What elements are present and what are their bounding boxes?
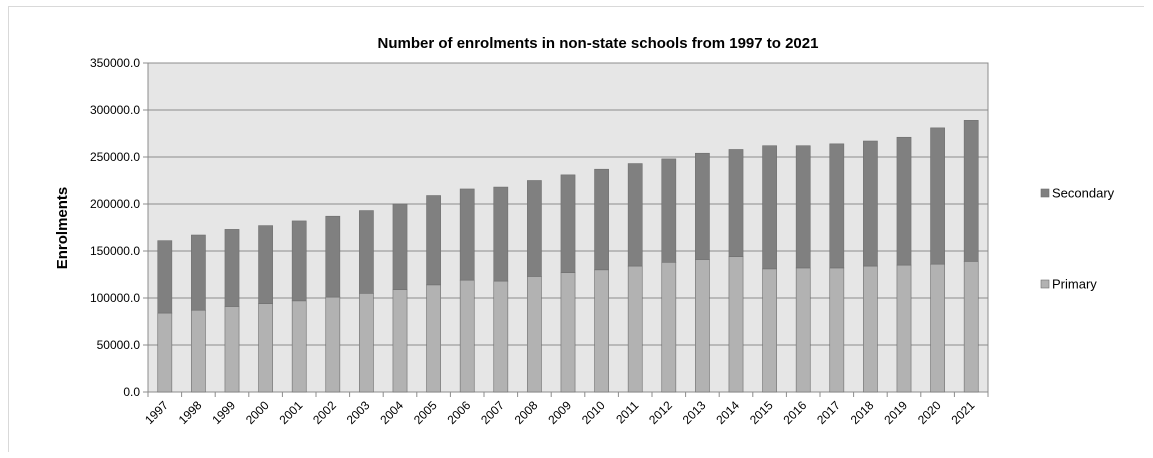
x-tick-label: 2000	[243, 398, 272, 427]
bar-primary-2002	[325, 296, 341, 393]
x-tick-label: 2016	[781, 398, 810, 427]
y-tick-label: 350000.0	[90, 56, 140, 70]
legend-swatch-primary	[1040, 279, 1050, 289]
x-tick-label: 2018	[848, 398, 877, 427]
bar-secondary-2001	[291, 220, 307, 302]
bar-primary-2000	[258, 303, 273, 393]
y-tick-label: 50000.0	[97, 338, 141, 352]
x-tick-label: 2020	[915, 398, 944, 427]
bar-secondary-2021	[963, 120, 979, 262]
bar-primary-2008	[527, 276, 542, 393]
x-tick-label: 2021	[949, 398, 978, 427]
bar-secondary-2010	[594, 168, 609, 271]
bar-primary-2006	[459, 279, 475, 393]
bar-secondary-2014	[728, 149, 744, 257]
bar-secondary-2013	[695, 152, 710, 260]
bar-secondary-2015	[762, 145, 777, 270]
y-axis-tick-labels: 0.0 50000.0 100000.0 150000.0 200000.0 250000…	[90, 56, 140, 399]
x-tick-label: 2002	[310, 398, 339, 427]
legend-swatch-secondary	[1040, 188, 1050, 198]
bar-primary-2013	[695, 259, 710, 393]
bar-primary-2012	[661, 261, 677, 393]
legend: Secondary Primary	[1040, 186, 1115, 292]
bar-primary-2019	[896, 264, 912, 393]
x-tick-label: 2006	[445, 398, 474, 427]
x-tick-label: 2010	[579, 398, 608, 427]
bar-secondary-2011	[627, 163, 643, 267]
bar-secondary-2006	[459, 188, 475, 281]
x-axis-tick-labels: 1997 1998 1999 2000 2001 2002 2003 2004 2005 2006…	[142, 398, 977, 427]
x-tick-label: 1999	[209, 398, 238, 427]
x-tick-label: 2011	[613, 398, 641, 426]
y-tick-label: 100000.0	[90, 291, 140, 305]
bar-secondary-1998	[191, 234, 206, 311]
bar-primary-1997	[157, 312, 173, 393]
bar-secondary-2009	[560, 174, 576, 273]
x-tick-label: 2009	[545, 398, 574, 427]
bar-secondary-2004	[392, 203, 408, 290]
bar-secondary-2019	[896, 136, 912, 266]
y-tick-label: 0.0	[123, 385, 140, 399]
y-axis-label: Enrolments	[54, 187, 71, 270]
bar-primary-2020	[930, 263, 945, 393]
bar-primary-2016	[795, 267, 811, 393]
bar-primary-2017	[829, 267, 845, 393]
bar-primary-2003	[359, 292, 374, 393]
bar-primary-2001	[291, 300, 307, 393]
bar-primary-2018	[863, 265, 878, 393]
x-tick-label: 2014	[713, 398, 742, 427]
bar-secondary-2018	[863, 140, 878, 267]
bar-primary-2004	[392, 289, 408, 393]
y-tick-label: 200000.0	[90, 197, 140, 211]
bar-secondary-2007	[493, 186, 509, 282]
x-tick-label: 2019	[881, 398, 910, 427]
bar-secondary-2002	[325, 215, 341, 298]
bar-secondary-2005	[426, 195, 441, 286]
bar-secondary-2017	[829, 143, 845, 269]
bar-secondary-2008	[527, 180, 542, 277]
x-tick-label: 2008	[512, 398, 541, 427]
legend-label-primary: Primary	[1052, 277, 1097, 292]
bars	[157, 120, 979, 393]
bar-secondary-2012	[661, 158, 677, 263]
bar-primary-2007	[493, 280, 509, 393]
bar-secondary-1997	[157, 240, 173, 314]
y-tick-label: 150000.0	[90, 244, 140, 258]
x-tick-label: 2012	[646, 398, 675, 427]
x-tick-label: 2017	[814, 398, 843, 427]
x-tick-label: 2001	[277, 398, 306, 427]
chart-title: Number of enrolments in non-state school…	[378, 35, 819, 52]
x-tick-label: 2004	[377, 398, 406, 427]
bar-secondary-2000	[258, 225, 273, 304]
bar-primary-1999	[224, 306, 240, 393]
x-tick-label: 2005	[411, 398, 440, 427]
x-tick-label: 1997	[142, 398, 171, 427]
bar-primary-2015	[762, 268, 777, 393]
bar-primary-2021	[963, 261, 979, 393]
y-tick-label: 250000.0	[90, 150, 140, 164]
chart-frame	[8, 6, 1144, 452]
x-tick-label: 2013	[680, 398, 709, 427]
bar-primary-2014	[728, 256, 744, 393]
bar-primary-2010	[594, 269, 609, 393]
x-tick-label: 1998	[176, 398, 205, 427]
bar-secondary-2020	[930, 127, 945, 265]
bar-primary-2005	[426, 284, 441, 393]
bar-secondary-2003	[359, 210, 374, 294]
bar-primary-1998	[191, 309, 206, 393]
bar-secondary-2016	[795, 145, 811, 269]
bar-primary-2009	[560, 272, 576, 393]
legend-label-secondary: Secondary	[1052, 186, 1115, 201]
x-tick-label: 2007	[478, 398, 507, 427]
y-tick-label: 300000.0	[90, 103, 140, 117]
bar-primary-2011	[627, 265, 643, 393]
x-tick-label: 2015	[747, 398, 776, 427]
x-tick-label: 2003	[344, 398, 373, 427]
bar-secondary-1999	[224, 229, 240, 307]
